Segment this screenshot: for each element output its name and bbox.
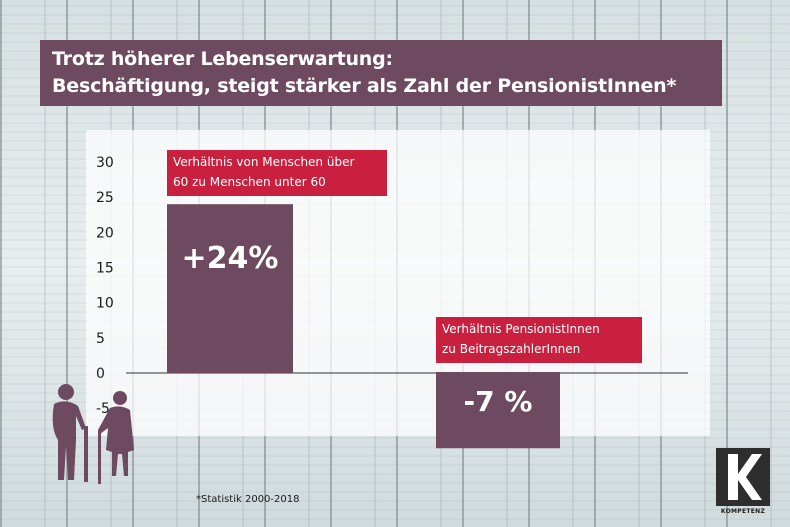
y-tick-label: 15: [96, 261, 114, 277]
k-logo-icon: [716, 448, 770, 506]
title-line-2: Beschäftigung, steigt stärker als Zahl d…: [52, 75, 677, 97]
annotation-1-line-1: Verhältnis von Menschen über: [173, 155, 355, 169]
footnote: *Statistik 2000-2018: [196, 494, 300, 505]
annotation-bar-1: Verhältnis von Menschen über 60 zu Mensc…: [167, 150, 387, 196]
y-tick-label: 0: [96, 366, 105, 382]
annotation-bar-2: Verhältnis PensionistInnen zu Beitragsza…: [436, 317, 642, 363]
bar-2: [436, 372, 560, 449]
y-tick-label: 5: [96, 331, 105, 347]
chart-title: Trotz höherer Lebenserwartung: Beschäfti…: [40, 40, 722, 106]
elderly-couple-icon: [52, 384, 134, 484]
bar-2-data-label: -7 %: [464, 385, 533, 418]
annotation-1-line-2: 60 zu Menschen unter 60: [173, 175, 326, 189]
y-tick-label: 10: [96, 296, 114, 312]
annotation-2-line-2: zu BeitragszahlerInnen: [442, 342, 581, 356]
title-line-1: Trotz höherer Lebenserwartung:: [52, 48, 393, 70]
y-tick-label: 30: [96, 155, 114, 171]
bar-1-data-label: +24%: [182, 241, 279, 276]
annotation-2-line-1: Verhältnis PensionistInnen: [442, 322, 600, 336]
logo-text: KOMPETENZ: [720, 508, 766, 515]
y-tick-label: -5: [96, 401, 110, 417]
bar-1: [167, 204, 293, 373]
y-tick-label: 25: [96, 190, 114, 206]
y-tick-label: 20: [96, 225, 114, 241]
